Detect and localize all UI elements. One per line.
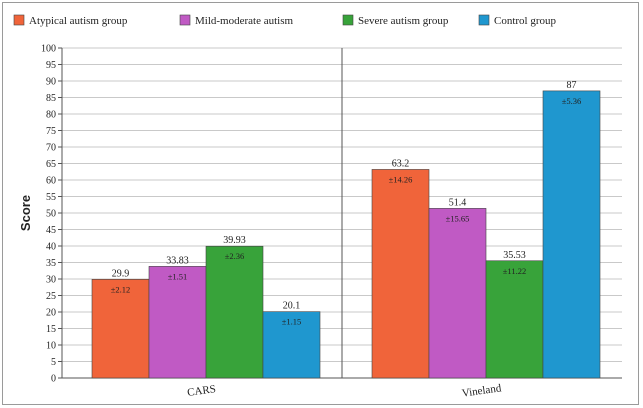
y-tick-label: 60 [46,176,56,187]
data-label: 87 [567,80,577,91]
y-tick-label: 80 [46,110,56,121]
y-axis-title: Score [18,195,33,231]
y-tick-label: 35 [46,258,56,269]
bar [205,245,264,379]
bar [371,169,430,379]
data-label: 29.9 [112,268,130,279]
sd-label: ±2.36 [225,251,245,261]
y-tick-label: 0 [51,374,56,385]
y-tick-label: 20 [46,308,56,319]
data-label: 51.4 [449,197,467,208]
y-tick-label: 10 [46,341,56,352]
legend-swatch [342,14,354,26]
y-tick-label: 40 [46,242,56,253]
sd-label: ±5.36 [562,96,582,106]
sd-label: ±15.65 [446,213,470,223]
y-tick-label: 100 [41,44,56,55]
x-tick-label: Vineland [461,382,502,399]
y-tick-label: 45 [46,225,56,236]
legend-swatch [13,14,25,26]
y-tick-label: 65 [46,159,56,170]
y-tick-label: 95 [46,60,56,71]
data-label: 33.83 [166,255,189,266]
data-label: 35.53 [503,250,526,261]
legend-swatch [478,14,490,26]
sd-label: ±2.12 [111,284,131,294]
y-tick-label: 75 [46,126,56,137]
legend-label: Mild-moderate autism [195,15,294,27]
y-tick-label: 30 [46,275,56,286]
legend-label: Severe autism group [358,15,449,27]
y-tick-label: 5 [51,357,56,368]
legend-label: Atypical autism group [29,15,128,27]
bar [542,90,601,379]
y-tick-label: 90 [46,77,56,88]
sd-label: ±11.22 [503,266,526,276]
bar [428,208,487,379]
data-label: 39.93 [223,235,246,246]
sd-label: ±14.26 [389,174,413,184]
x-tick-label: CARS [187,383,217,399]
y-tick-label: 50 [46,209,56,220]
y-tick-label: 85 [46,93,56,104]
y-tick-label: 55 [46,192,56,203]
legend-label: Control group [494,15,557,27]
data-label: 20.1 [283,301,301,312]
y-tick-label: 70 [46,143,56,154]
sd-label: ±1.51 [168,271,188,281]
legend-swatch [179,14,191,26]
sd-label: ±1.15 [282,317,302,327]
bar [262,311,321,379]
bar [91,279,150,379]
data-label: 63.2 [392,158,410,169]
bar [485,260,544,379]
bar [148,266,207,379]
y-tick-label: 25 [46,291,56,302]
y-tick-label: 15 [46,324,56,335]
